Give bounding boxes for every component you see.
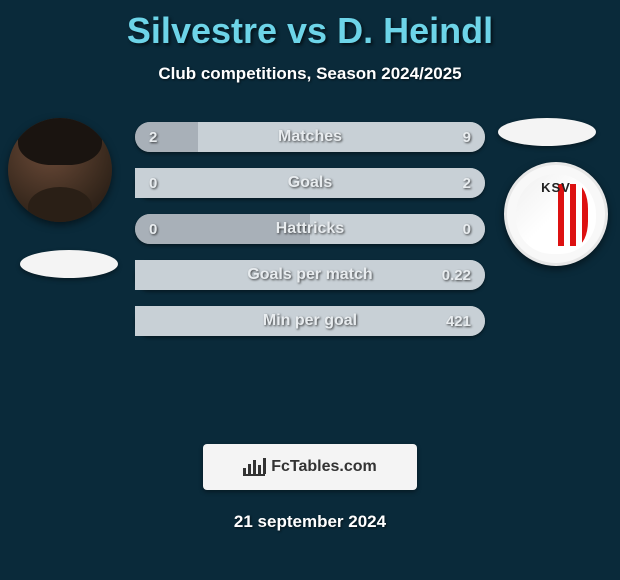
player-left-avatar: [8, 118, 112, 222]
player-right-flag: [498, 118, 596, 146]
brand-name: FcTables.com: [271, 458, 377, 476]
stat-value-right: 0.22: [442, 267, 471, 284]
player-left-flag: [20, 250, 118, 278]
comparison-panel: KSV 2Matches90Goals20Hattricks0Goals per…: [0, 104, 620, 434]
stat-row: 2Matches9: [135, 122, 485, 152]
ksv-badge-icon: KSV: [516, 174, 596, 254]
stat-label: Min per goal: [135, 312, 485, 330]
stat-value-right: 0: [463, 221, 471, 238]
chart-icon: [243, 458, 265, 476]
stat-row: Min per goal421: [135, 306, 485, 336]
page-title: Silvestre vs D. Heindl: [0, 0, 620, 52]
stat-row: 0Hattricks0: [135, 214, 485, 244]
player-right-club-badge: KSV: [504, 162, 608, 266]
stat-row: Goals per match0.22: [135, 260, 485, 290]
stat-value-right: 2: [463, 175, 471, 192]
stat-value-right: 9: [463, 129, 471, 146]
stat-label: Goals per match: [135, 266, 485, 284]
stats-bars: 2Matches90Goals20Hattricks0Goals per mat…: [135, 122, 485, 352]
branding-badge: FcTables.com: [203, 444, 417, 490]
stat-value-right: 421: [446, 313, 471, 330]
stat-label: Goals: [135, 174, 485, 192]
season-subtitle: Club competitions, Season 2024/2025: [0, 64, 620, 84]
footer-date: 21 september 2024: [0, 512, 620, 532]
club-abbr: KSV: [516, 180, 596, 195]
stat-label: Matches: [135, 128, 485, 146]
stat-label: Hattricks: [135, 220, 485, 238]
stat-row: 0Goals2: [135, 168, 485, 198]
